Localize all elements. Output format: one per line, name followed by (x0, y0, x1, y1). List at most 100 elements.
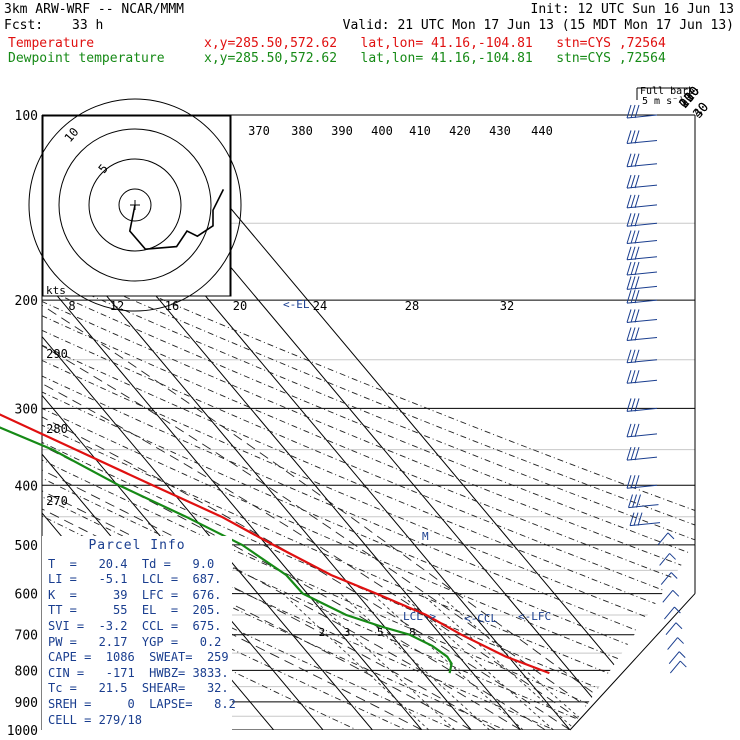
mixing-ratio-line (400, 593, 554, 730)
init-time: Init: 12 UTC Sun 16 Jun 13 (530, 2, 735, 17)
parcel-row: CAPE = 1086 SWEAT= 259 (48, 650, 229, 665)
wind-barb-staff (667, 637, 678, 650)
wind-barb-flag (634, 309, 640, 323)
parcel-info-title: Parcel Info (88, 538, 186, 553)
temperature-legend-label: Temperature (8, 36, 95, 51)
wind-barb-flag (630, 327, 636, 341)
wind-barb-flag (632, 494, 637, 508)
wind-barb-flag (630, 423, 636, 438)
theta-label: 420 (449, 124, 471, 138)
moist-adiabat (42, 299, 596, 730)
moist-adiabat (42, 299, 620, 730)
wind-barb-flag (634, 423, 640, 438)
wind-barb-staff (626, 285, 658, 290)
mixing-ratio-line (437, 593, 594, 730)
dewpoint-line (0, 426, 453, 674)
wind-barb-flag (678, 651, 686, 658)
pressure-label: 100 (15, 109, 38, 124)
parcel-row: CIN = -171 HWBZ= 3833. (48, 665, 229, 680)
parcel-row: LI = -5.1 LCL = 687. (48, 572, 222, 587)
wind-barb-staff (626, 114, 658, 119)
wind-barb-staff (664, 606, 675, 620)
theta-label: 270 (46, 494, 68, 508)
wind-barb-flag (626, 261, 632, 276)
lcl-marker: LCL-> (403, 610, 436, 623)
wind-barb-flag (630, 130, 636, 144)
wind-barb-flag (626, 289, 632, 304)
wind-barb-flag (630, 194, 636, 209)
el-marker: <-EL (283, 298, 310, 311)
mixing-ratio-line (420, 593, 577, 730)
wind-barb-flag (626, 370, 632, 384)
wind-barb-flag (626, 398, 632, 412)
parcel-row: PW = 2.17 YGP = 0.2 (48, 634, 222, 649)
parcel-row: K = 39 LFC = 676. (48, 587, 222, 602)
wind-barb-flag (628, 494, 633, 508)
pressure-label: 700 (15, 629, 38, 644)
hodograph-ring (88, 158, 182, 252)
dry-adiabat (42, 115, 695, 730)
wind-barb-flag (634, 174, 640, 189)
wind-barb-staff (669, 660, 681, 674)
pressure-label: 1000 (7, 724, 38, 739)
model-title: 3km ARW-WRF -- NCAR/MMM (4, 2, 185, 17)
moist-adiabat (42, 299, 571, 730)
theta-label: 290 (46, 347, 68, 361)
wind-barb-flag (633, 512, 639, 526)
wind-barb-flag (634, 276, 640, 290)
moist-adiabat (42, 299, 546, 730)
moist-adiabat (42, 299, 645, 730)
theta-label: 430 (489, 124, 511, 138)
dry-adiabat (42, 115, 486, 730)
wind-barb-flag (669, 553, 676, 560)
wind-barb-flag (630, 174, 636, 189)
wind-barb-flag (630, 289, 636, 304)
wind-barb-staff (668, 651, 680, 664)
wind-barb-flag (630, 475, 636, 489)
isotherm-line (42, 115, 335, 730)
hodograph-box (42, 115, 232, 297)
wind-barb-flag (634, 349, 640, 363)
wind-barb-flag (634, 327, 640, 341)
wind-barb-flag (630, 261, 636, 276)
wind-barb-staff (660, 572, 672, 585)
moist-adiabat (42, 299, 521, 730)
wind-barb-staff (626, 204, 658, 209)
dry-adiabat (42, 115, 695, 730)
wind-barb-flag (630, 446, 636, 461)
parcel-row: SVI = -3.2 CCL = 675. (48, 618, 222, 633)
wind-barb-flag (626, 194, 632, 209)
wind-barb-flag (634, 370, 640, 384)
wind-barb-flag (626, 213, 632, 227)
dewpoint-legend-info: x,y=285.50,572.62 lat,lon= 41.16,-104.81… (204, 51, 666, 66)
hodograph-units: kts (46, 284, 66, 297)
hodograph-tick-label: 32 (500, 299, 514, 313)
hodograph-tick-label: 20 (233, 299, 247, 313)
wind-barb-staff (626, 222, 658, 227)
wind-barb-staff (626, 484, 658, 489)
wind-barb-flag (634, 289, 640, 304)
hodograph-ring (28, 98, 242, 312)
hodograph-ring (118, 188, 152, 222)
wind-barb-flag (626, 174, 632, 189)
dry-adiabat (42, 115, 695, 730)
wind-barb-staff (626, 359, 658, 364)
theta-label: 390 (331, 124, 353, 138)
wind-barb-staff (662, 590, 674, 603)
wind-barb-staff (626, 240, 658, 245)
m-marker: M (422, 530, 429, 543)
wind-barb-flag (626, 130, 632, 144)
fcst-label: Fcst: (4, 18, 44, 33)
parcel-info-panel: Parcel Info T = 20.4 Td = 9.0 LI = -5.1 … (42, 536, 236, 732)
theta-label: 440 (531, 124, 553, 138)
dewpoint-legend-label: Dewpoint temperature (8, 51, 165, 66)
wind-barb-staff (626, 433, 658, 438)
hodograph-trace (128, 189, 225, 251)
wind-barb-flag (634, 261, 640, 276)
parcel-row: SREH = 0 LAPSE= 8.2 (48, 696, 236, 711)
wind-barb-flag (629, 512, 635, 526)
wind-barb-flag (679, 660, 687, 668)
wind-barb-flag (634, 246, 640, 260)
wind-barb-flag (634, 153, 640, 167)
wind-barb-staff (629, 522, 661, 527)
